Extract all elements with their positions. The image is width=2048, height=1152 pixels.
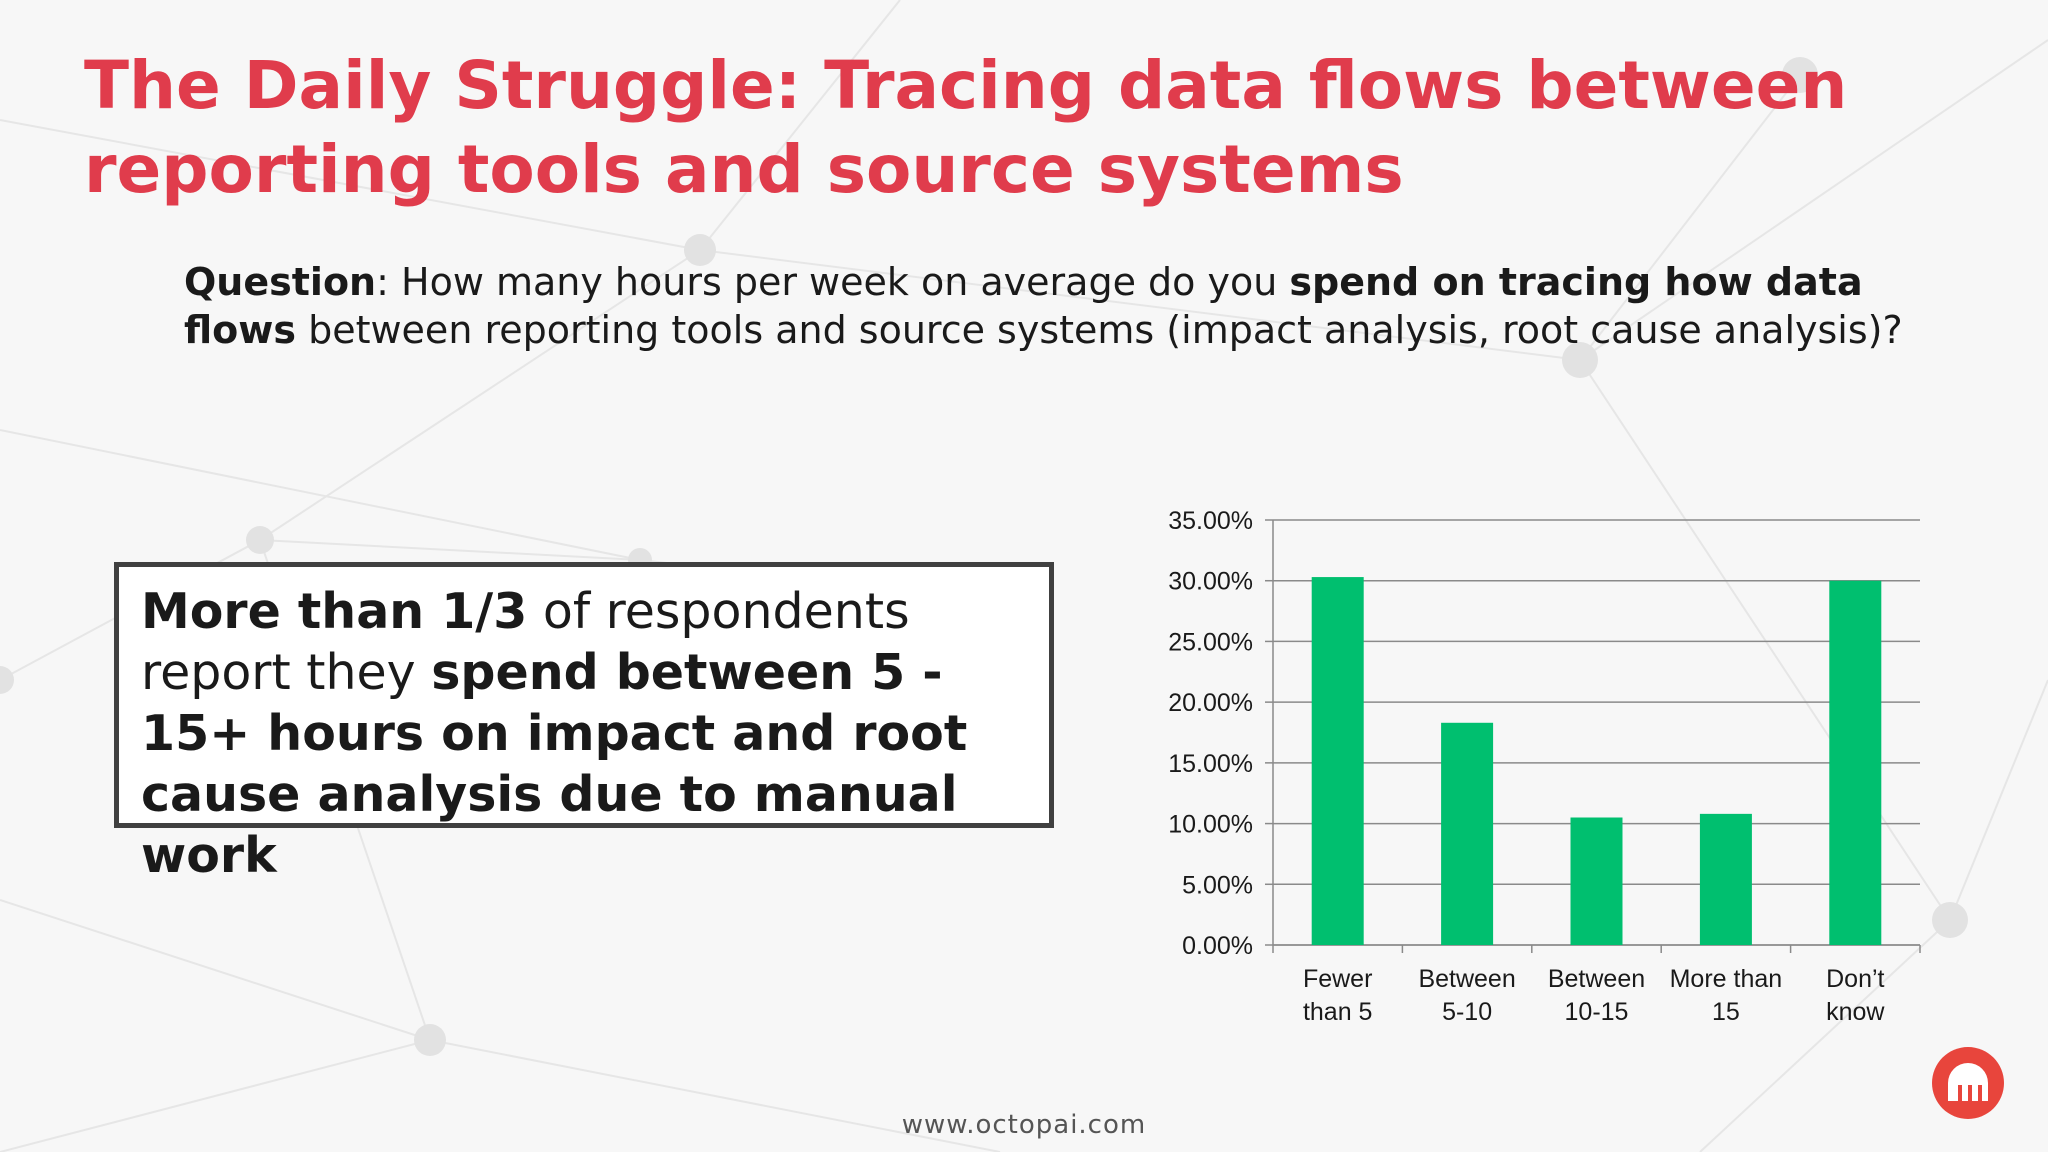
bar (1441, 722, 1494, 945)
x-category-label: Fewer (1303, 965, 1372, 993)
x-category-label: 15 (1712, 998, 1740, 1026)
x-category-label: know (1826, 998, 1885, 1026)
question-label: Question (184, 260, 377, 304)
x-category-label: Between (1548, 965, 1645, 993)
bar (1311, 577, 1364, 945)
question-text-part-2: between reporting tools and source syste… (296, 308, 1903, 352)
x-category-label: than 5 (1303, 998, 1373, 1026)
x-category-label: Don’t (1826, 965, 1884, 993)
y-tick-label: 15.00% (1168, 750, 1253, 778)
callout-text: of respondents report they (141, 583, 910, 701)
y-tick-label: 30.00% (1168, 568, 1253, 596)
bar (1570, 817, 1623, 945)
question-emphasis: spend on tracing how data flows (184, 260, 1863, 352)
y-tick-label: 10.00% (1168, 811, 1253, 839)
x-category-label: 10-15 (1565, 998, 1629, 1026)
y-tick-label: 25.00% (1168, 628, 1253, 656)
x-category-label: More than (1670, 965, 1783, 993)
slide-title: The Daily Struggle: Tracing data flows b… (84, 44, 1964, 212)
bar (1829, 580, 1882, 945)
y-tick-label: 0.00% (1182, 932, 1253, 960)
slide-title-line-2: reporting tools and source systems (84, 131, 1404, 208)
y-tick-label: 35.00% (1168, 507, 1253, 535)
key-finding-callout: More than 1/3 of respondents report they… (114, 562, 1054, 884)
slide-title-line-1: The Daily Struggle: Tracing data flows b… (84, 47, 1848, 124)
hours-per-week-bar-chart: 0.00% 5.00% 10.00% 15.00% 20.00% 25.00% 30.00%… (1168, 507, 1921, 1026)
y-tick-label: 20.00% (1168, 689, 1253, 717)
x-category-label: Between (1418, 965, 1515, 993)
x-category-label: 5-10 (1442, 998, 1492, 1026)
bar (1699, 813, 1752, 945)
y-tick-label: 5.00% (1182, 871, 1253, 899)
footer-website: www.octopai.com (901, 1110, 1147, 1140)
question-text-part-1: How many hours per week on average do yo… (401, 260, 1290, 304)
callout-emphasis-1: More than 1/3 (141, 583, 528, 640)
callout-emphasis-2: spend between 5 - 15+ hours on impact an… (141, 644, 968, 884)
survey-question: Question: How many hours per week on ave… (184, 258, 1984, 354)
octopus-logo-icon (1932, 1047, 2004, 1119)
question-colon: : (376, 260, 401, 304)
